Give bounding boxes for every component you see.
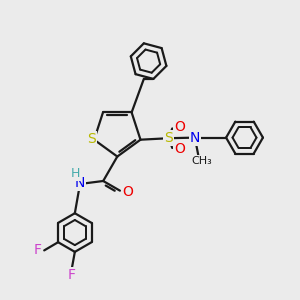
Text: F: F xyxy=(34,243,42,257)
Text: CH₃: CH₃ xyxy=(192,155,212,166)
Text: O: O xyxy=(174,142,185,157)
Text: S: S xyxy=(164,131,173,145)
Text: N: N xyxy=(190,130,200,145)
Text: O: O xyxy=(174,120,185,134)
Text: S: S xyxy=(87,132,95,146)
Text: F: F xyxy=(68,268,76,282)
Text: O: O xyxy=(122,185,133,199)
Text: H: H xyxy=(71,167,80,180)
Text: N: N xyxy=(74,176,85,190)
